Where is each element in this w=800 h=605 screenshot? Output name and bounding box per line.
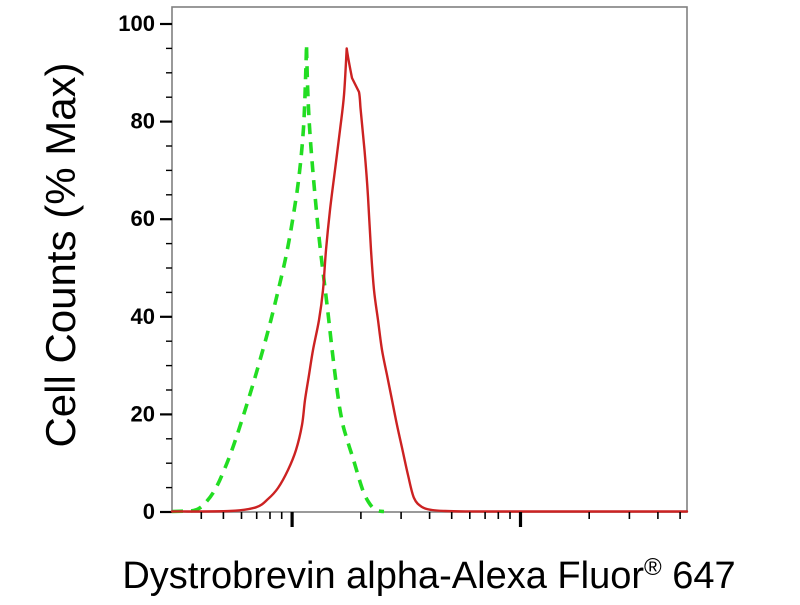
svg-text:100: 100 [118, 11, 155, 36]
svg-text:Dystrobrevin alpha-Alexa Fluor: Dystrobrevin alpha-Alexa Fluor® 647 [122, 554, 735, 598]
svg-text:0: 0 [143, 499, 155, 524]
svg-text:40: 40 [131, 304, 155, 329]
svg-text:60: 60 [131, 206, 155, 231]
svg-text:80: 80 [131, 109, 155, 134]
svg-text:20: 20 [131, 401, 155, 426]
svg-text:Cell Counts (% Max): Cell Counts (% Max) [37, 62, 84, 447]
